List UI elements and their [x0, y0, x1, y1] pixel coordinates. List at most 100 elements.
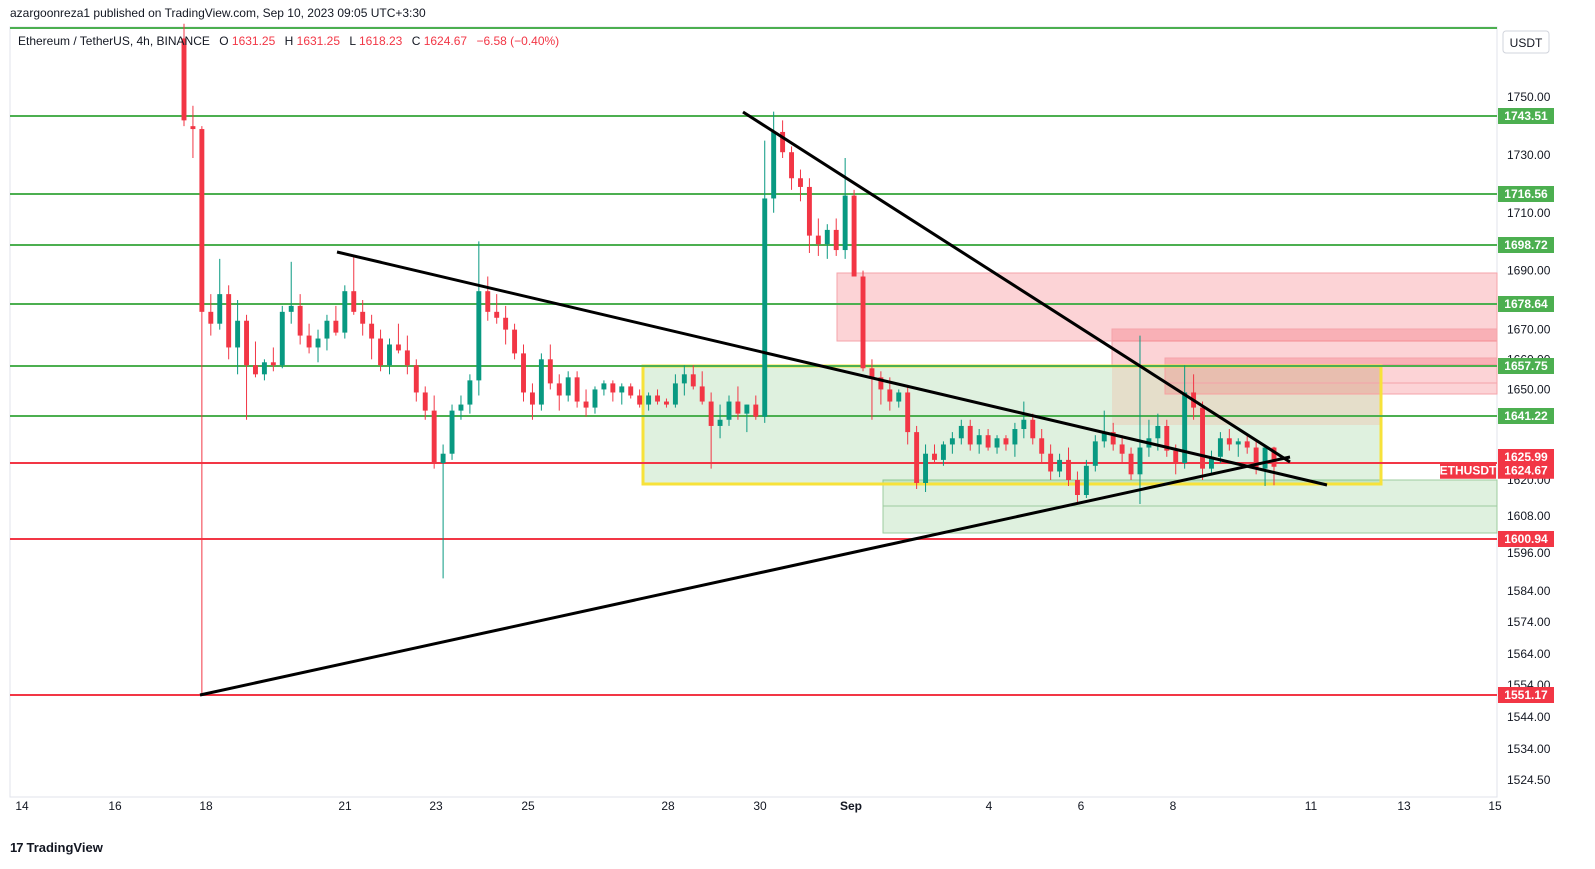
candle-body-4: [217, 294, 223, 324]
candle-body-34: [485, 291, 491, 312]
price-tick-label-16: 1524.50: [1507, 773, 1551, 787]
time-tick-label-6: 28: [661, 799, 675, 813]
candle-body-103: [1101, 432, 1107, 442]
candle-body-86: [949, 438, 955, 445]
candle-body-93: [1012, 429, 1018, 445]
candle-body-51: [637, 395, 643, 405]
legend-c-value: 1624.67: [424, 34, 468, 48]
candle-body-74: [842, 195, 848, 251]
supply-zone-1: [836, 272, 1498, 342]
candle-body-61: [726, 401, 732, 420]
price-tag-label-7: 1600.94: [1504, 532, 1548, 546]
last-price-tag: [1498, 462, 1554, 479]
candle-body-39: [529, 392, 535, 405]
candle-body-104: [1110, 432, 1116, 445]
candle-body-88: [967, 425, 973, 445]
time-tick-label-11: 8: [1170, 799, 1177, 813]
candle-body-10: [270, 362, 276, 366]
candle-body-47: [601, 383, 607, 390]
legend-o-value: 1631.25: [232, 34, 276, 48]
price-tag-0: [1498, 108, 1554, 124]
price-tag-label-6: 1625.99: [1504, 450, 1548, 464]
candle-body-24: [395, 344, 401, 351]
candle-body-19: [351, 291, 357, 312]
price-axis[interactable]: 1750.001730.001710.001690.001670.001660.…: [1507, 90, 1551, 787]
candle-body-112: [1182, 392, 1188, 463]
publisher-line: azargoonreza1 published on TradingView.c…: [10, 6, 426, 20]
candle-body-52: [646, 395, 652, 405]
footer-brand[interactable]: 17 TradingView: [10, 840, 103, 855]
candle-body-38: [521, 353, 526, 393]
candle-body-25: [404, 350, 410, 366]
candle-body-46: [592, 389, 598, 408]
price-tick-label-6: 1650.00: [1507, 382, 1551, 396]
candle-body-40: [538, 359, 544, 405]
upper-trendline: [336, 250, 1328, 487]
price-tag-6: [1498, 449, 1554, 465]
candle-body-14: [306, 335, 312, 348]
candle-body-69: [798, 178, 803, 187]
candle-body-18: [342, 291, 348, 333]
candle-body-70: [806, 186, 812, 236]
candle-body-94: [1021, 419, 1027, 430]
tradingview-logo-icon: 17: [10, 840, 24, 855]
currency-button[interactable]: [1502, 30, 1550, 54]
candle-body-36: [503, 317, 509, 330]
legend-symbol: Ethereum / TetherUS, 4h, BINANCE: [18, 34, 210, 48]
price-tick-label-3: 1690.00: [1507, 264, 1551, 278]
candle-body-105: [1119, 444, 1125, 454]
candle-body-66: [771, 131, 777, 199]
candle-body-100: [1074, 480, 1080, 495]
price-tick-label-15: 1534.00: [1507, 742, 1551, 756]
legend-l-label: L: [349, 34, 356, 48]
price-tag-label-5: 1641.22: [1504, 409, 1548, 423]
candle-body-77: [869, 368, 875, 378]
symbol-tag-label: ETHUSDT: [1440, 464, 1497, 478]
candle-body-45: [583, 401, 589, 408]
trendlines-layer: [199, 110, 1328, 697]
price-tag-3: [1498, 296, 1554, 312]
supply-zone-2: [1111, 328, 1498, 366]
candle-body-98: [1057, 459, 1063, 472]
candle-body-29: [440, 453, 446, 463]
legend-h-label: H: [285, 34, 294, 48]
candle-body-60: [717, 419, 723, 426]
candle-body-82: [914, 432, 920, 483]
legend-h-value: 1631.25: [297, 34, 341, 48]
candle-body-64: [753, 404, 759, 417]
candle-body-87: [958, 425, 964, 439]
candle-body-91: [994, 438, 1000, 448]
price-tag-label-8: 1551.17: [1504, 688, 1548, 702]
candle-body-92: [1003, 438, 1009, 445]
legend-change: −6.58 (−0.40%): [476, 34, 559, 48]
candle-body-32: [467, 380, 473, 405]
symbol-tag: [1440, 462, 1496, 479]
price-tick-label-9: 1596.00: [1507, 546, 1551, 560]
candle-body-8: [253, 365, 258, 375]
last-price-tag-label: 1624.67: [1504, 464, 1548, 478]
price-tick-label-2: 1710.00: [1507, 206, 1551, 220]
time-axis[interactable]: 14 16 18 21 23 25 28 30 Sep 4 6 8 11 13 15: [15, 799, 1502, 813]
candle-body-120: [1253, 447, 1259, 469]
candle-body-111: [1173, 450, 1179, 463]
time-tick-label-0: 14: [15, 799, 29, 813]
time-tick-label-5: 25: [521, 799, 535, 813]
candle-body-101: [1083, 465, 1089, 495]
candle-body-43: [565, 377, 571, 396]
candle-body-116: [1217, 438, 1223, 457]
price-tag-8: [1498, 687, 1554, 703]
candle-body-99: [1066, 459, 1071, 480]
candle-body-3: [208, 311, 214, 324]
candle-body-109: [1155, 425, 1161, 439]
candle-body-79: [887, 389, 893, 402]
price-tick-label-11: 1574.00: [1507, 615, 1551, 629]
candle-body-27: [422, 392, 428, 411]
candle-body-122: [1271, 447, 1277, 467]
candle-body-23: [387, 344, 392, 366]
price-tag-5: [1498, 408, 1554, 424]
candle-body-56: [681, 374, 687, 384]
candle-body-48: [610, 383, 616, 393]
candle-body-37: [512, 329, 518, 354]
zones-layer: [641, 272, 1498, 534]
